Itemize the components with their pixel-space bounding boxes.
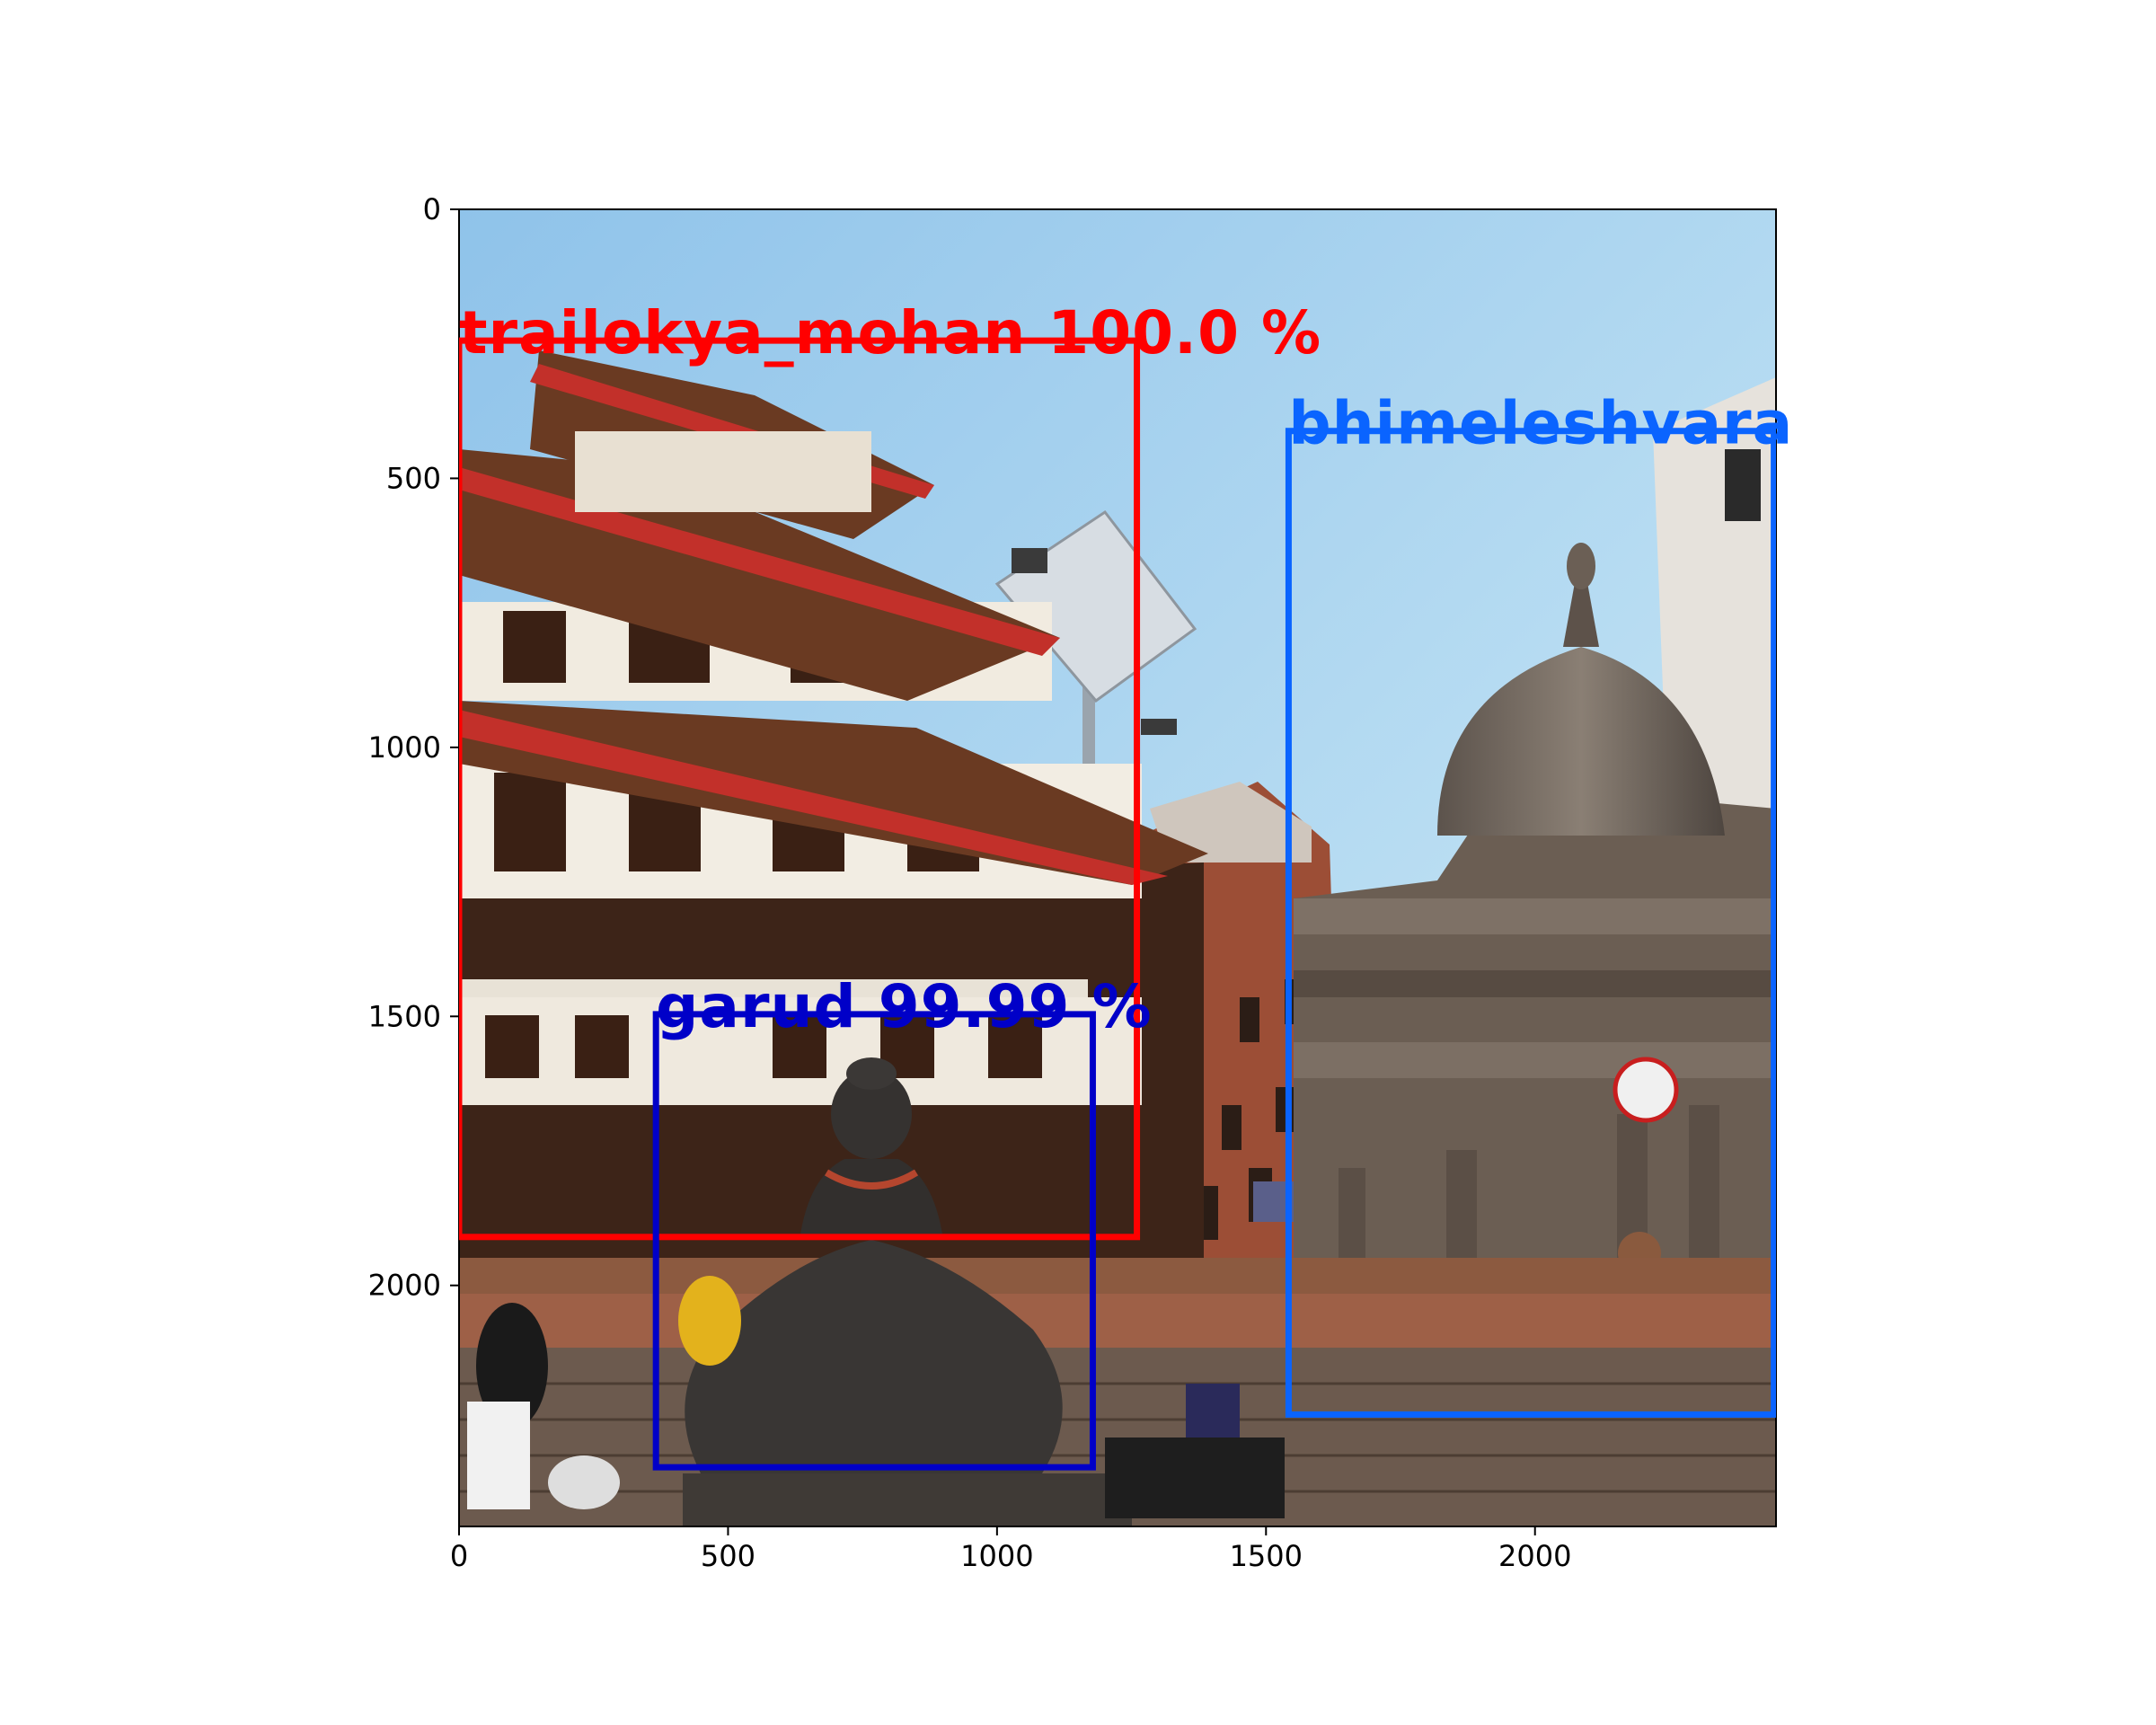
detection-labels: trailokya_mohan 100.0 % bhimeleshvara garu… xyxy=(459,298,1793,1041)
detection-box xyxy=(1285,428,1776,1418)
x-tick-label: 2000 xyxy=(1498,1539,1571,1573)
detection-overlays xyxy=(459,337,1776,1471)
y-tick-label: 0 xyxy=(423,192,441,226)
x-tick-label: 1000 xyxy=(960,1539,1033,1573)
y-tick-label: 2000 xyxy=(368,1269,441,1303)
y-axis-ticks: 0 500 1000 1500 2000 xyxy=(368,192,459,1303)
detection-box xyxy=(652,1011,1096,1471)
x-axis-ticks: 0 500 1000 1500 2000 xyxy=(450,1526,1571,1573)
detection-box xyxy=(459,337,1141,1241)
y-tick-label: 500 xyxy=(386,461,441,495)
detection-label: bhimeleshvara xyxy=(1288,389,1793,458)
y-tick-label: 1500 xyxy=(368,999,441,1033)
detection-label: garud 99.99 % xyxy=(656,972,1152,1041)
x-tick-label: 0 xyxy=(450,1539,468,1573)
x-tick-label: 500 xyxy=(701,1539,755,1573)
y-tick-label: 1000 xyxy=(368,730,441,765)
x-tick-label: 1500 xyxy=(1230,1539,1303,1573)
detection-label: trailokya_mohan 100.0 % xyxy=(459,298,1321,367)
